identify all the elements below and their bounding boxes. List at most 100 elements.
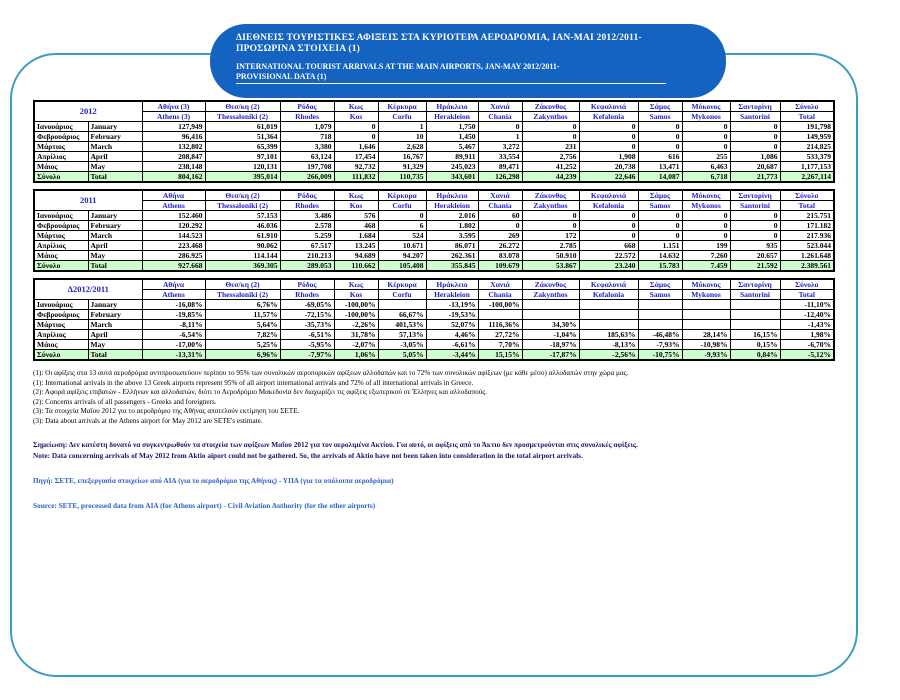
column-header-en: Santorini [729, 289, 781, 300]
column-header-gr: Ηράκλειο [425, 100, 479, 112]
value-cell: 523.044 [779, 240, 835, 251]
value-cell: 191,798 [779, 121, 835, 132]
remark-english: Note: Data concerning arrivals of May 20… [33, 450, 583, 460]
title-english-line1: INTERNATIONAL TOURIST ARRIVALS AT THE MA… [236, 62, 560, 71]
value-cell: 0 [681, 141, 731, 152]
value-cell: 111,832 [333, 171, 379, 183]
value-cell: -1,04% [521, 329, 580, 340]
value-cell [578, 299, 639, 310]
footnote-1-en: (1): International arrivals in the above… [33, 378, 474, 387]
column-header-gr: Κεφαλονιά [578, 278, 639, 290]
column-header-en: Zakynthos [521, 289, 580, 300]
value-cell: -7,97% [279, 349, 335, 361]
column-header-gr: Χανιά [477, 189, 523, 201]
month-cell-en: January [87, 299, 143, 310]
value-cell: 668 [578, 240, 639, 251]
month-row: Μάρτιος March -8,11% 5,64% -35,73% -2,26% 401,… [33, 319, 835, 330]
year-label: 2011 [33, 189, 143, 211]
footnote-3-gr: (3): Τα στοιχεία Μαΐου 2012 για το αεροδ… [33, 407, 300, 416]
column-header-gr: Ρόδος [279, 278, 335, 290]
remark-block: Σημείωση: Δεν κατέστη δυνατό να συγκεντρ… [33, 439, 853, 461]
footnote-3-en: (3): Data about arrivals at the Athens a… [33, 416, 263, 425]
column-header-en: Thessaloniki (2) [204, 289, 281, 300]
month-cell-gr: Μάρτιος [33, 230, 89, 241]
column-header-gr: Ηράκλειο [425, 189, 479, 201]
title-english: INTERNATIONAL TOURIST ARRIVALS AT THE MA… [236, 62, 666, 84]
value-cell: 1,177,153 [779, 161, 835, 172]
footnotes: (1): Οι αφίξεις στα 13 αυτά αεροδρόμια α… [33, 369, 853, 427]
column-header-gr: Σάμος [637, 278, 683, 290]
value-cell: 14.632 [637, 250, 683, 261]
value-cell: 7,70% [477, 339, 523, 350]
value-cell: 28,14% [681, 329, 731, 340]
value-cell: 20,687 [729, 161, 781, 172]
value-cell: 15.783 [637, 260, 683, 272]
value-cell: 185,63% [578, 329, 639, 340]
value-cell: -6,51% [279, 329, 335, 340]
value-cell: 0 [729, 210, 781, 221]
title-greek-line1: ΔΙΕΘΝΕΙΣ ΤΟΥΡΙΣΤΙΚΕΣ ΑΦΙΞΕΙΣ ΣΤΑ ΚΥΡΙΟΤΕ… [236, 33, 642, 43]
column-header-en: Mykonos [681, 289, 731, 300]
value-cell: 44,239 [521, 171, 580, 183]
value-cell: 0 [521, 220, 580, 231]
month-cell-en: March [87, 141, 143, 152]
column-header-en: Santorini [729, 200, 781, 211]
value-cell: 126,298 [477, 171, 523, 183]
column-header-en: Kefalonia [578, 111, 639, 122]
value-cell: 57.153 [204, 210, 281, 221]
column-header-en: Samos [637, 200, 683, 211]
value-cell [681, 299, 731, 310]
value-cell: 83.078 [477, 250, 523, 261]
value-cell: 3.486 [279, 210, 335, 221]
value-cell: 6,718 [681, 171, 731, 183]
column-header-gr: Σύνολο [779, 189, 835, 201]
value-cell: 114.144 [204, 250, 281, 261]
year-label: 2012 [33, 100, 143, 122]
month-row: Φεβρουάριος February -19,85% 11,57% -72,15% -… [33, 309, 835, 320]
value-cell: 89,471 [477, 161, 523, 172]
value-cell [377, 299, 427, 310]
value-cell: 31,78% [333, 329, 379, 340]
value-cell: 269 [477, 230, 523, 241]
column-header-en: Corfu [377, 111, 427, 122]
value-cell: -46,48% [637, 329, 683, 340]
value-cell: 3.595 [425, 230, 479, 241]
value-cell: 11,57% [204, 309, 281, 320]
month-cell-gr: Μάιος [33, 339, 89, 350]
value-cell: -2,07% [333, 339, 379, 350]
value-cell: 94.207 [377, 250, 427, 261]
month-row: Απρίλιος April -6,54% 7,82% -6,51% 31,78% 57,1… [33, 329, 835, 340]
value-cell: 214,825 [779, 141, 835, 152]
column-header-gr: Κέρκυρα [377, 189, 427, 201]
month-cell-gr: Ιανουάριος [33, 121, 89, 132]
column-header-gr: Ζάκυνθος [521, 100, 580, 112]
value-cell: 0 [333, 131, 379, 142]
value-cell: 0 [578, 230, 639, 241]
column-header-en: Herakleion [425, 289, 479, 300]
month-row: Μάιος May 286.925 114.144 210.213 94.689 94.20… [33, 250, 835, 261]
value-cell: 21.592 [729, 260, 781, 272]
month-cell-gr: Απρίλιος [33, 240, 89, 251]
month-cell-en: February [87, 131, 143, 142]
column-header-en: Kos [333, 200, 379, 211]
year-label: Δ2012/2011 [33, 278, 143, 300]
value-cell: -11,10% [779, 299, 835, 310]
column-header-en: Kos [333, 289, 379, 300]
month-cell-en: April [87, 329, 143, 340]
month-cell-en: April [87, 240, 143, 251]
value-cell: 33,554 [477, 151, 523, 162]
value-cell [681, 309, 731, 320]
value-cell: 1.684 [333, 230, 379, 241]
month-row: Ιανουάριος January 152.460 57.153 3.486 576 0 2… [33, 210, 835, 221]
value-cell: 2.389.561 [779, 260, 835, 272]
value-cell: 6,463 [681, 161, 731, 172]
title-greek: ΔΙΕΘΝΕΙΣ ΤΟΥΡΙΣΤΙΚΕΣ ΑΦΙΞΕΙΣ ΣΤΑ ΚΥΡΙΟΤΕ… [236, 33, 708, 55]
arrivals-table-2012: 2012 Αθήνα (3) Θεσ/κη (2) Ρόδος Κως Κέρκυρα Ηρ… [33, 100, 835, 183]
value-cell: 0 [521, 131, 580, 142]
month-cell-gr: Απρίλιος [33, 151, 89, 162]
value-cell [637, 319, 683, 330]
value-cell: 0 [681, 131, 731, 142]
value-cell: 0 [333, 121, 379, 132]
value-cell: -35,73% [279, 319, 335, 330]
title-banner: ΔΙΕΘΝΕΙΣ ΤΟΥΡΙΣΤΙΚΕΣ ΑΦΙΞΕΙΣ ΣΤΑ ΚΥΡΙΟΤΕ… [210, 24, 726, 98]
